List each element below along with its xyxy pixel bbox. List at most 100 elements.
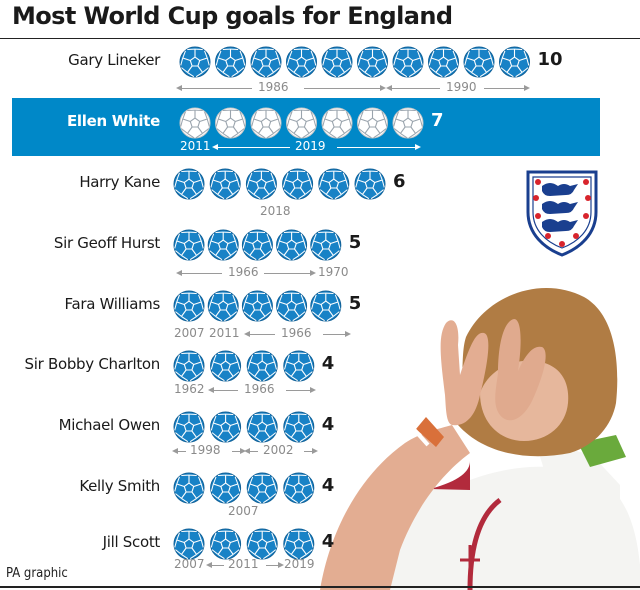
year-span-arrow <box>244 448 258 454</box>
football-icon <box>241 229 273 261</box>
tournament-year: 2011 <box>180 139 211 153</box>
goal-total: 5 <box>348 232 362 253</box>
football-icon <box>210 472 242 504</box>
tournament-year: 1966 <box>244 382 275 396</box>
year-span-arrow <box>176 270 222 276</box>
year-span-arrow <box>212 144 290 150</box>
goal-total: 4 <box>321 475 335 496</box>
goal-total: 5 <box>348 293 362 314</box>
football-icon <box>283 350 315 382</box>
football-icon <box>282 168 314 200</box>
football-icon <box>173 472 205 504</box>
football-icon <box>246 350 278 382</box>
england-crest-icon <box>526 170 598 257</box>
title-divider <box>0 38 640 39</box>
football-icon <box>318 168 350 200</box>
tournament-year: 2007 <box>174 326 205 340</box>
tournament-year: 1966 <box>228 265 259 279</box>
year-span-arrow <box>337 144 421 150</box>
football-icon <box>173 350 205 382</box>
football-icon <box>250 46 282 78</box>
year-span-arrow <box>386 85 440 91</box>
player-name: Kelly Smith <box>79 477 160 495</box>
football-icon <box>210 411 242 443</box>
football-icon <box>286 46 317 78</box>
player-name: Sir Bobby Charlton <box>24 355 161 373</box>
tournament-year: 2019 <box>295 139 326 153</box>
tournament-year: 2018 <box>260 204 291 218</box>
football-icon <box>246 528 278 560</box>
tournament-year: 2011 <box>209 326 240 340</box>
football-icon <box>209 168 241 200</box>
player-name: Fara Williams <box>64 295 161 313</box>
player-name: Gary Lineker <box>68 51 160 69</box>
football-icon <box>173 411 205 443</box>
football-icon <box>428 46 459 78</box>
year-span-arrow <box>232 448 246 454</box>
football-icon <box>173 528 205 560</box>
football-icon <box>210 528 242 560</box>
year-span-arrow <box>172 448 186 454</box>
year-span-arrow <box>244 331 275 337</box>
football-icon <box>283 411 315 443</box>
football-icon <box>173 290 205 322</box>
football-icon <box>276 290 308 322</box>
player-celebration-photo <box>320 287 640 590</box>
player-name: Harry Kane <box>79 173 160 191</box>
tournament-year: 1986 <box>258 80 289 94</box>
tournament-year: 2007 <box>228 504 259 518</box>
credit: PA graphic <box>6 566 68 581</box>
tournament-year: 1998 <box>190 443 221 457</box>
player-name: Michael Owen <box>58 416 161 434</box>
football-icon <box>357 46 388 78</box>
year-span-arrow <box>304 85 386 91</box>
tournament-year: 2011 <box>228 557 259 571</box>
football-icon <box>276 229 308 261</box>
goal-total: 7 <box>431 110 444 131</box>
football-icon <box>283 472 315 504</box>
year-span-arrow <box>286 387 316 393</box>
football-icon <box>207 290 239 322</box>
football-icon <box>246 411 278 443</box>
tournament-year: 1962 <box>174 382 205 396</box>
goal-total: 4 <box>321 414 335 435</box>
tournament-year: 2019 <box>284 557 315 571</box>
football-icon <box>207 229 239 261</box>
football-icon <box>241 290 273 322</box>
tournament-year: 2007 <box>174 557 205 571</box>
year-span-arrow <box>264 270 316 276</box>
tournament-year: 1990 <box>446 80 477 94</box>
football-icon <box>310 229 342 261</box>
goal-total: 6 <box>393 171 406 192</box>
tournament-year: 1970 <box>318 265 349 279</box>
football-icon <box>246 472 278 504</box>
year-span-arrow <box>208 387 238 393</box>
year-span-arrow <box>176 85 252 91</box>
goal-total: 4 <box>321 353 335 374</box>
football-icon <box>499 46 530 78</box>
tournament-year: 2002 <box>263 443 294 457</box>
year-span-arrow <box>323 331 351 337</box>
year-span-arrow <box>484 85 530 91</box>
year-span-arrow <box>304 448 318 454</box>
player-name: Sir Geoff Hurst <box>53 234 160 252</box>
football-icon <box>354 168 386 200</box>
football-icon <box>392 46 424 78</box>
football-icon <box>245 168 277 200</box>
year-span-arrow <box>266 562 284 568</box>
goal-total: 4 <box>321 531 335 552</box>
football-icon <box>173 229 205 261</box>
football-icon <box>283 528 315 560</box>
chart-title: Most World Cup goals for England <box>12 2 453 30</box>
year-span-arrow <box>206 562 224 568</box>
football-icon <box>321 46 353 78</box>
football-icon <box>173 168 205 200</box>
football-icon <box>215 46 246 78</box>
bottom-divider <box>0 586 640 588</box>
player-name: Ellen White <box>66 112 160 130</box>
football-icon <box>179 46 211 78</box>
football-icon <box>210 350 242 382</box>
goal-total: 10 <box>537 49 563 70</box>
tournament-year: 1966 <box>281 326 312 340</box>
player-name: Jill Scott <box>102 533 161 551</box>
